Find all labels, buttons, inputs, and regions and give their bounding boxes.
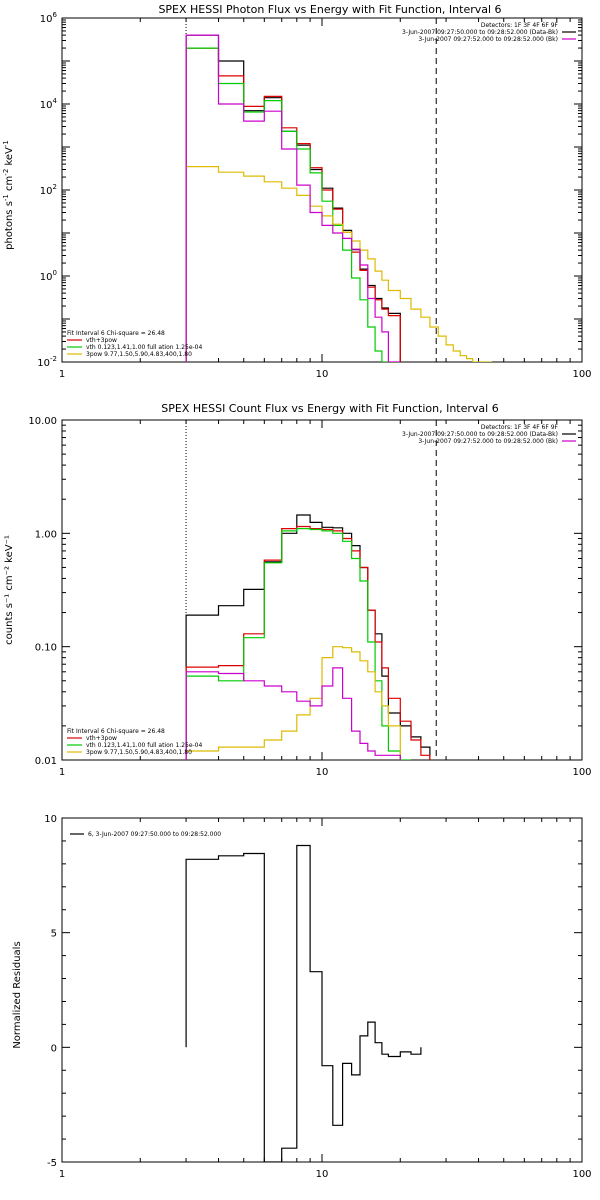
photon-flux-legend-entry: vth 0.123,1.41,1.00 full ation 1.25e-04 (86, 344, 202, 351)
residuals-y-tick-label: 10 (44, 814, 57, 825)
count-flux-plot-frame (61, 419, 583, 761)
photon-flux-series-vth (185, 47, 389, 362)
count-flux-x-tick-label: 1 (59, 767, 65, 778)
count-flux-panel: SPEX HESSI Count Flux vs Energy with Fit… (4, 402, 592, 778)
count-flux-legend-entry: 3pow 9.77,1.50,5.90,4.83,400,1.80 (86, 749, 192, 756)
residuals-x-tick-label: 1 (59, 1169, 65, 1180)
count-flux-y-axis-label: counts s⁻¹ cm⁻² keV⁻¹ (4, 535, 15, 645)
count-flux-x-tick-label: 10 (316, 767, 329, 778)
photon-flux-series-3pow (185, 166, 492, 362)
photon-flux-y-tick-label: 106 (40, 11, 58, 25)
residuals-x-tick-label: 10 (316, 1169, 329, 1180)
residuals-panel: Normalized Residuals 1 10 100 -5 0 5 10 6, 3-Ju… (12, 814, 592, 1180)
residuals-legend-entry: 6, 3-Jun-2007 09:27:50.000 to 09:28:52.0… (88, 831, 221, 838)
photon-flux-legend-entry: 3-Jun-2007 09:27:50.000 to 09:28:52.000 … (402, 29, 558, 36)
residuals-y-tick-label: -5 (47, 1158, 57, 1169)
photon-flux-y-tick-label: 104 (40, 97, 58, 111)
count-flux-legend-entry: vth+3pow (86, 735, 117, 742)
count-flux-legend-entry: 3-Jun-2007 09:27:50.000 to 09:28:52.000 … (402, 431, 558, 438)
count-flux-x-tick-label: 100 (572, 767, 591, 778)
count-flux-legend-entry: Detectors: 1F 3F 4F 6F 9F (481, 424, 559, 431)
photon-flux-series-bk (185, 34, 401, 362)
photon-flux-series-vth-3pow (185, 47, 401, 362)
photon-flux-title: SPEX HESSI Photon Flux vs Energy with Fi… (158, 3, 501, 16)
photon-flux-x-tick-label: 10 (316, 369, 329, 380)
count-flux-series-data-bk (185, 514, 431, 760)
count-flux-y-tick-label: 0.10 (35, 643, 57, 654)
residuals-series-6-3-jun-2007-09-27-50-000-to-09-28-52-000 (185, 844, 422, 1162)
photon-flux-legend-entry: 3pow 9.77,1.50,5.90,4.83,400,1.80 (86, 351, 192, 358)
count-flux-y-tick-label: 0.01 (35, 756, 57, 767)
residuals-y-tick-label: 0 (51, 1043, 57, 1054)
count-flux-series-bk (185, 667, 401, 760)
photon-flux-x-tick-label: 100 (572, 369, 591, 380)
count-flux-series-3pow (185, 646, 401, 760)
photon-flux-legend-entry: Fit Interval 6 Chi-square = 26.48 (67, 330, 165, 337)
residuals-y-axis-label: Normalized Residuals (12, 941, 23, 1048)
residuals-y-tick-label: 5 (51, 929, 57, 940)
photon-flux-y-tick-label: 100 (40, 269, 57, 283)
photon-flux-panel: SPEX HESSI Photon Flux vs Energy with Fi… (2, 3, 592, 380)
photon-flux-x-tick-label: 1 (59, 369, 65, 380)
count-flux-title: SPEX HESSI Count Flux vs Energy with Fit… (161, 402, 498, 415)
photon-flux-y-tick-label: 102 (40, 183, 57, 197)
count-flux-legend-entry: Fit Interval 6 Chi-square = 26.48 (67, 728, 165, 735)
photon-flux-legend-entry: Detectors: 1F 3F 4F 6F 9F (481, 22, 559, 29)
photon-flux-y-tick-label: 10-2 (37, 355, 57, 369)
count-flux-series-vth (185, 528, 411, 760)
photon-flux-legend-entry: 3-Jun-2007 09:27:52.000 to 09:28:52.000 … (418, 36, 558, 43)
count-flux-y-tick-label: 1.00 (35, 529, 57, 540)
count-flux-legend-entry: vth 0.123,1.41,1.00 full ation 1.25e-04 (86, 742, 202, 749)
count-flux-series-vth-3pow (185, 525, 431, 760)
count-flux-y-tick-label: 10.00 (28, 416, 57, 427)
count-flux-legend-entry: 3-Jun-2007 09:27:52.000 to 09:28:52.000 … (418, 438, 558, 445)
photon-flux-y-axis-label: photons s-1 cm-2 keV-1 (2, 140, 15, 250)
residuals-x-tick-label: 100 (572, 1169, 591, 1180)
photon-flux-legend-entry: vth+3pow (86, 337, 117, 344)
